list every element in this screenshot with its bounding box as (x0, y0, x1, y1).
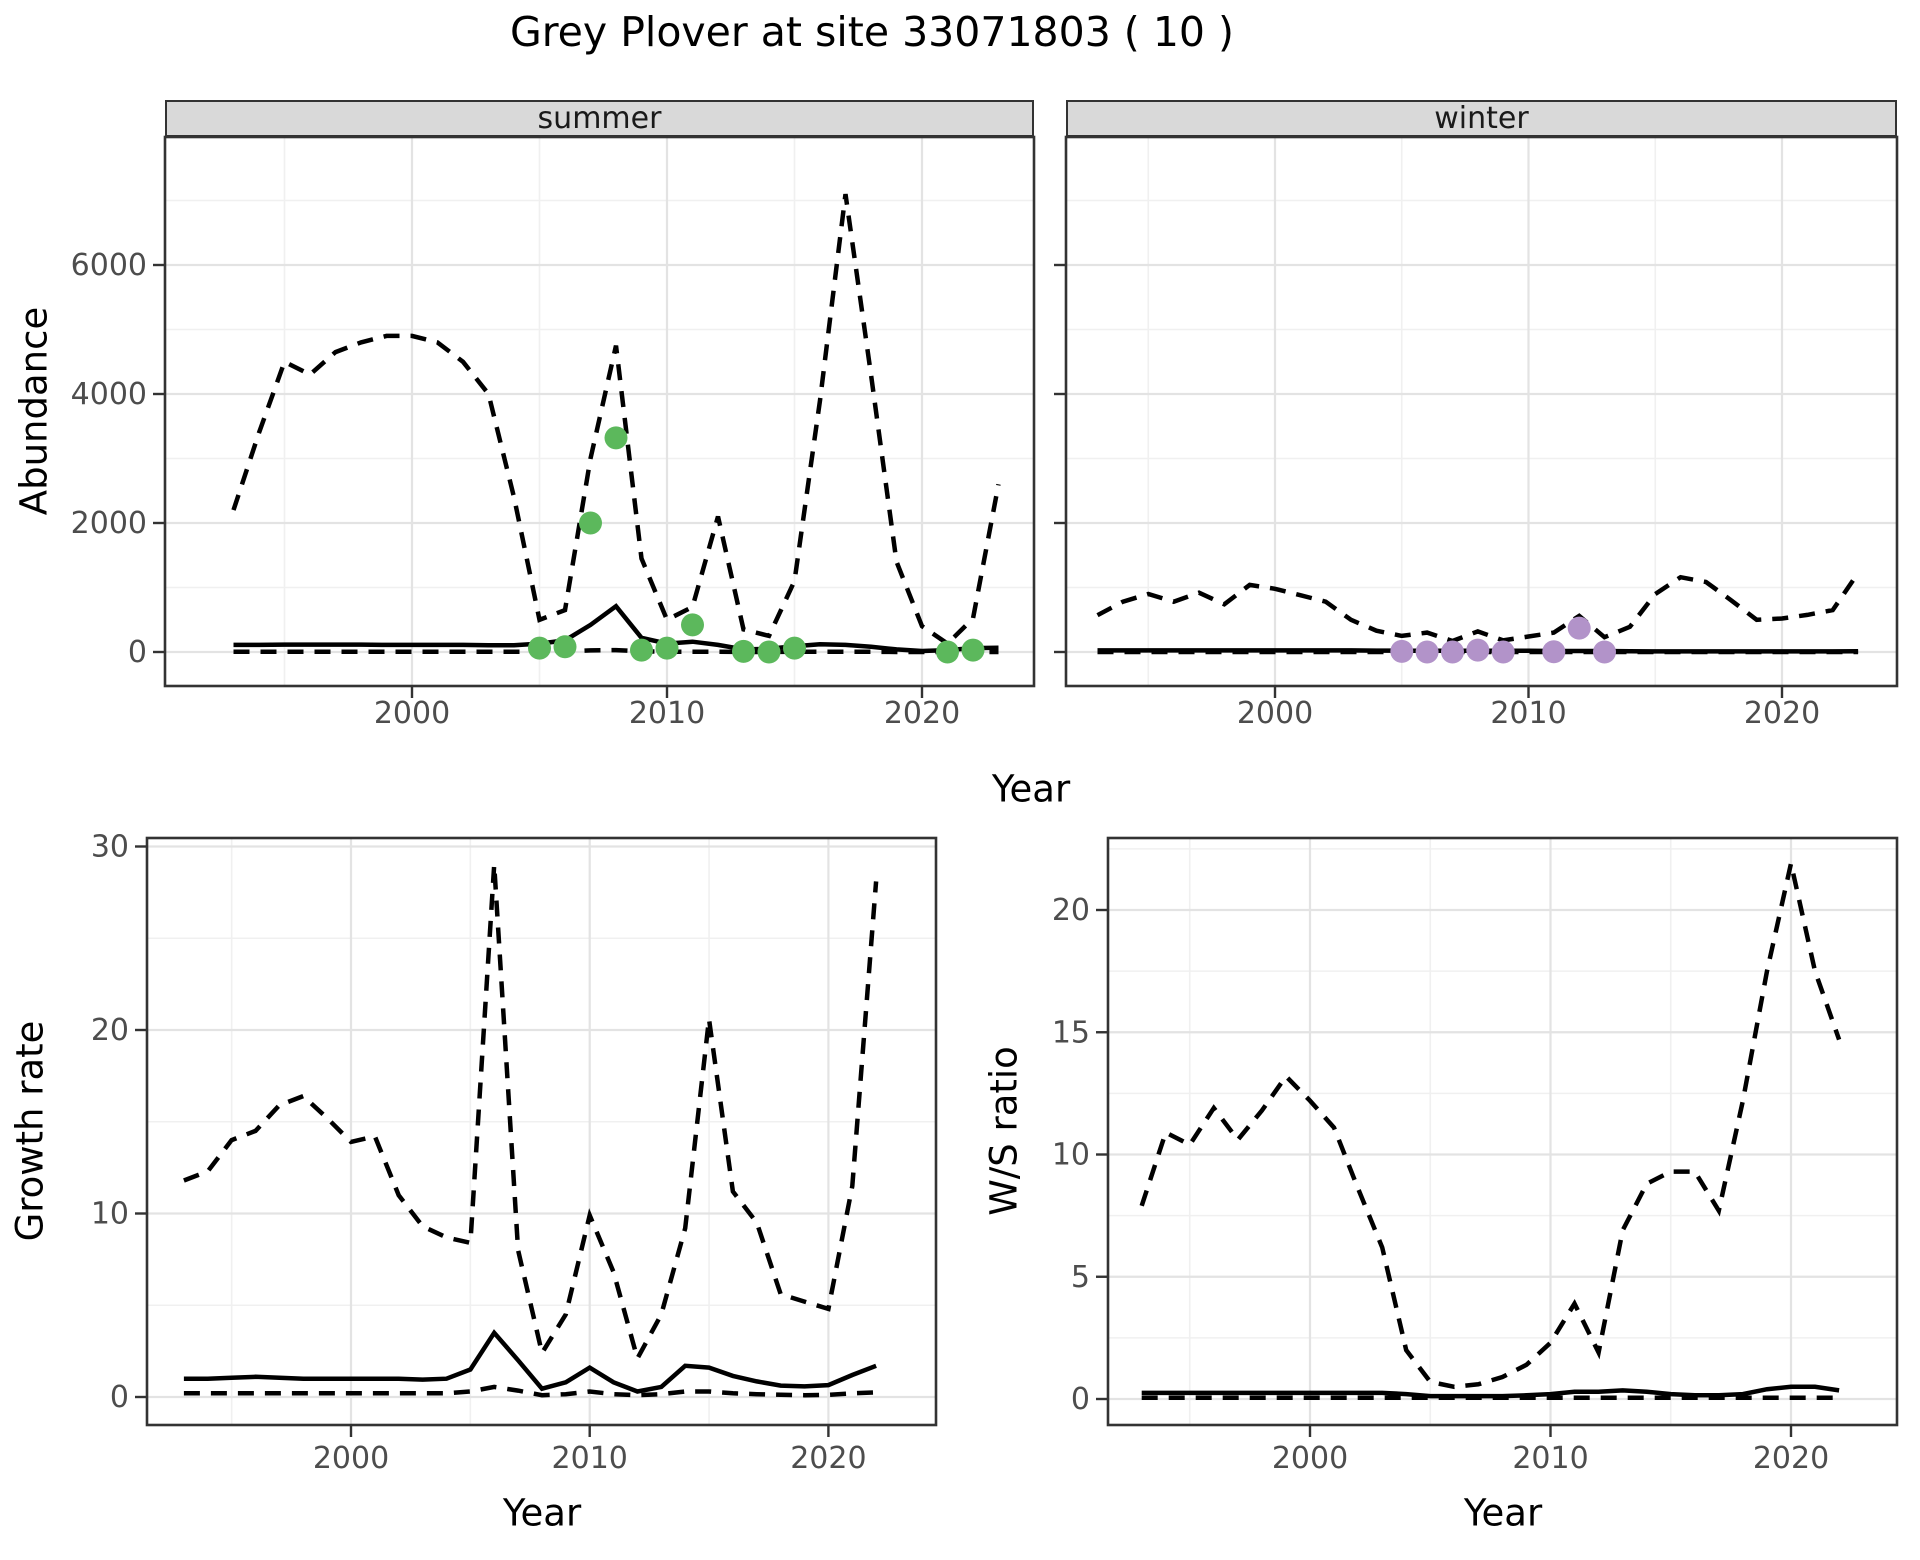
x-tick-label: 2010 (629, 696, 705, 731)
series-upper_ci-line (1096, 571, 1860, 644)
facet-strip-winter: winter (1066, 100, 1897, 137)
facet-strip-summer: summer (165, 100, 1034, 137)
panel-growth-rate: 2000 2010 2020 0 10 20 30 (91, 830, 938, 1476)
y-tick-label: 30 (91, 830, 129, 865)
observed-counts-winter-point (1567, 616, 1591, 640)
series-upper_ci-line (1139, 863, 1842, 1390)
y-tick-label: 0 (110, 1380, 129, 1415)
x-tick-label: 2020 (884, 696, 960, 731)
series-upper_ci-line (231, 193, 1001, 647)
y-axis-label-abundance: Abundance (12, 306, 56, 516)
y-tick-label: 20 (1052, 893, 1090, 928)
x-tick-label: 2020 (1753, 1441, 1829, 1476)
observed-counts-winter-point (1593, 640, 1616, 664)
observed-counts-winter-point (1390, 639, 1414, 663)
series-estimate-line (1141, 1384, 1840, 1399)
y-tick-label: 20 (91, 1013, 129, 1048)
data-layer (183, 864, 879, 1398)
observed-counts-winter-point (1542, 640, 1566, 664)
x-axis-label-year-bottom-right: Year (1463, 1491, 1543, 1535)
y-tick-label: 5 (1071, 1260, 1090, 1295)
x-tick-label: 2000 (1237, 696, 1313, 731)
data-layer (1096, 571, 1860, 664)
y-tick-label: 0 (128, 635, 147, 670)
y-tick-label: 10 (91, 1197, 129, 1232)
observed-counts-summer-point (579, 511, 602, 535)
observed-counts-summer-point (783, 636, 806, 660)
observed-counts-winter-point (1466, 638, 1490, 662)
panel-border (1064, 135, 1899, 688)
observed-counts-winter-point (1441, 640, 1464, 664)
observed-counts-summer-point (961, 638, 985, 662)
x-tick-label: 2010 (552, 1441, 628, 1476)
x-axis-label-year-bottom-left: Year (502, 1491, 582, 1535)
y-axis-label-ws-ratio: W/S ratio (982, 1046, 1026, 1216)
observed-counts-summer-point (553, 635, 577, 659)
series-lower_ci-line (183, 1384, 877, 1398)
x-tick-label: 2000 (374, 696, 450, 731)
observed-counts-summer-point (528, 636, 551, 660)
y-tick-label: 4000 (71, 377, 147, 412)
panel-background (147, 838, 936, 1425)
panel-summer: 2000 2010 2020 0 2000 4000 6000 (71, 135, 1036, 731)
x-tick-label: 2020 (790, 1441, 866, 1476)
x-tick-label: 2020 (1744, 696, 1820, 731)
panel-border (145, 836, 938, 1427)
series-estimate-line (183, 1329, 877, 1394)
panel-border (163, 135, 1036, 688)
facet-strip-summer-label: summer (537, 101, 662, 136)
observed-counts-summer-point (630, 638, 653, 662)
x-tick-label: 2000 (313, 1441, 389, 1476)
panel-border (1106, 836, 1899, 1427)
y-tick-label: 10 (1052, 1138, 1090, 1173)
series-upper_ci-line (183, 864, 879, 1365)
observed-counts-summer-point (604, 426, 628, 450)
series-estimate-line (233, 603, 999, 654)
observed-counts-summer-point (655, 636, 679, 660)
y-axis-label-growth-rate: Growth rate (8, 1020, 52, 1242)
panel-w-s-ratio: 2000 2010 2020 0 5 10 15 20 (1052, 836, 1899, 1476)
observed-counts-summer-point (757, 640, 781, 664)
panel-winter: 2000 2010 2020 (1054, 135, 1899, 731)
observed-counts-summer-point (936, 640, 959, 664)
data-layer (231, 193, 1001, 664)
y-tick-label: 15 (1052, 1015, 1090, 1050)
panel-background (1066, 137, 1897, 686)
observed-counts-summer-point (681, 613, 704, 637)
y-tick-label: 2000 (71, 506, 147, 541)
observed-counts-summer-point (732, 639, 755, 663)
data-layer (1139, 863, 1842, 1401)
facet-strip-winter-label: winter (1434, 101, 1529, 136)
series-lower_ci-line (233, 647, 999, 655)
figure-title: Grey Plover at site 33071803 ( 10 ) (509, 8, 1235, 56)
x-tick-label: 2010 (1490, 696, 1566, 731)
panel-background (1108, 838, 1897, 1425)
observed-counts-winter-point (1415, 640, 1439, 664)
observed-counts-winter-point (1491, 640, 1515, 664)
y-tick-label: 6000 (71, 248, 147, 283)
x-tick-label: 2010 (1512, 1441, 1588, 1476)
y-tick-label: 0 (1071, 1382, 1090, 1417)
x-tick-label: 2000 (1272, 1441, 1348, 1476)
x-axis-label-year-top: Year (991, 767, 1071, 811)
panel-background (165, 137, 1034, 686)
